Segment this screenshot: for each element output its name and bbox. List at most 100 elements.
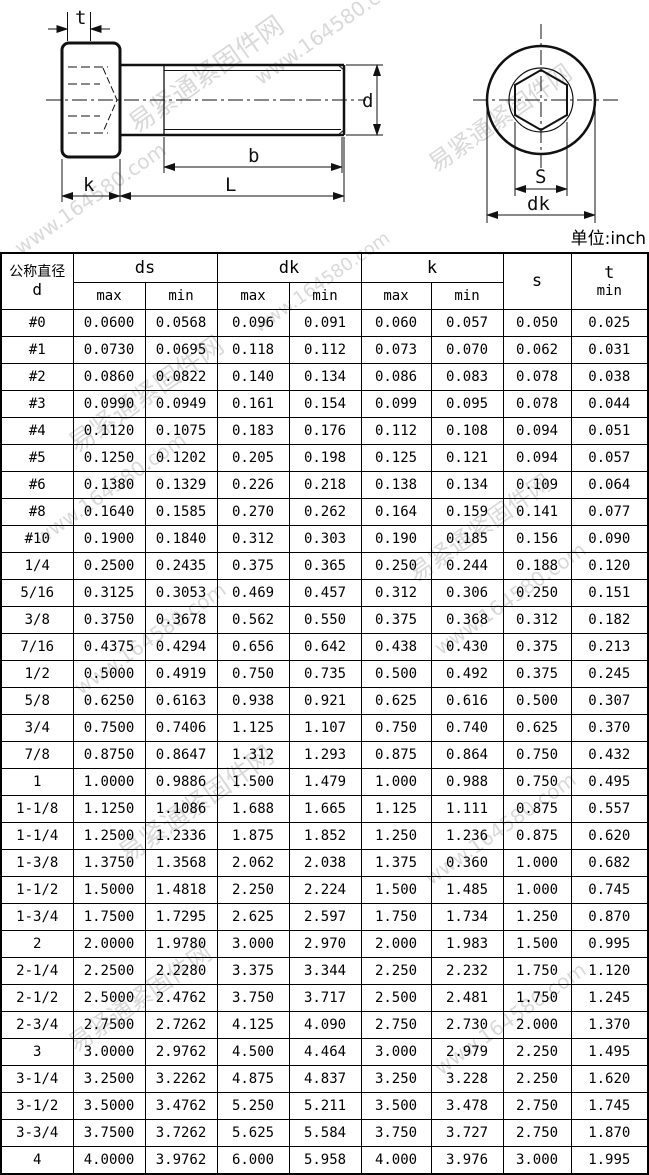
cell-value: 0.134 — [430, 470, 504, 499]
cell-value: 0.1120 — [72, 416, 146, 445]
cell-value: 1.1250 — [72, 794, 146, 823]
cell-diameter: 3/8 — [0, 605, 74, 634]
cell-value: 0.094 — [502, 416, 572, 445]
cell-value: 2.5000 — [72, 983, 146, 1012]
cell-value: 0.750 — [502, 767, 572, 796]
cell-value: 0.205 — [216, 443, 290, 472]
header-ds-max: max — [72, 281, 146, 310]
cell-value: 2.500 — [360, 983, 432, 1012]
cell-value: 1.375 — [360, 848, 432, 877]
cell-diameter: 2 — [0, 929, 74, 958]
cell-value: 4.0000 — [72, 1145, 146, 1174]
cell-value: 0.625 — [360, 686, 432, 715]
table-row: 2-1/2 2.5000 2.4762 3.750 3.717 2.500 2.481 1.7… — [0, 983, 649, 1012]
dimension-label-b: b — [248, 145, 259, 167]
cell-value: 2.750 — [502, 1118, 572, 1147]
cell-value: 0.750 — [216, 659, 290, 688]
table-row: #4 0.1120 0.1075 0.183 0.176 0.112 0.108 0.094 0… — [0, 416, 649, 445]
cell-value: 1.688 — [216, 794, 290, 823]
cell-value: 1.734 — [430, 902, 504, 931]
table-row: #1 0.0730 0.0695 0.118 0.112 0.073 0.070 0.062 0… — [0, 335, 649, 364]
table-row: 7/8 0.8750 0.8647 1.312 1.293 0.875 0.864 0.750… — [0, 740, 649, 769]
cell-diameter: #1 — [0, 335, 74, 364]
cell-diameter: 1-1/8 — [0, 794, 74, 823]
dimension-label-L: L — [225, 174, 236, 196]
cell-value: 1.370 — [570, 1010, 649, 1039]
cell-value: 0.156 — [502, 524, 572, 553]
cell-value: 0.0600 — [72, 308, 146, 337]
cell-value: 0.430 — [430, 632, 504, 661]
cell-value: 1.000 — [502, 848, 572, 877]
cell-value: 0.469 — [216, 578, 290, 607]
cell-value: 0.250 — [502, 578, 572, 607]
cell-value: 0.151 — [570, 578, 649, 607]
cell-value: 0.656 — [216, 632, 290, 661]
cell-value: 0.921 — [288, 686, 362, 715]
cell-value: 0.750 — [502, 740, 572, 769]
cell-value: 0.091 — [288, 308, 362, 337]
cell-value: 2.730 — [430, 1010, 504, 1039]
cell-value: 0.0568 — [144, 308, 218, 337]
cell-diameter: #8 — [0, 497, 74, 526]
cell-value: 0.1250 — [72, 443, 146, 472]
cell-value: 0.745 — [570, 875, 649, 904]
cell-value: 0.226 — [216, 470, 290, 499]
screw-end-view — [473, 24, 622, 168]
cell-diameter: 1/2 — [0, 659, 74, 688]
cell-diameter: 3/4 — [0, 713, 74, 742]
cell-value: 0.0822 — [144, 362, 218, 391]
cell-value: 1.7500 — [72, 902, 146, 931]
cell-diameter: #5 — [0, 443, 74, 472]
cell-value: 3.2500 — [72, 1064, 146, 1093]
table-row: #8 0.1640 0.1585 0.270 0.262 0.164 0.159 0.141 0… — [0, 497, 649, 526]
table-row: 5/8 0.6250 0.6163 0.938 0.921 0.625 0.616 0.500… — [0, 686, 649, 715]
cell-value: 3.375 — [216, 956, 290, 985]
cell-value: 0.864 — [430, 740, 504, 769]
table-row: 1-1/8 1.1250 1.1086 1.688 1.665 1.125 1.111 0.8… — [0, 794, 649, 823]
header-t: t min — [570, 252, 649, 310]
cell-value: 1.236 — [430, 821, 504, 850]
table-row: 1/2 0.5000 0.4919 0.750 0.735 0.500 0.492 0.375… — [0, 659, 649, 688]
cell-value: 1.870 — [570, 1118, 649, 1147]
cell-value: 3.250 — [360, 1064, 432, 1093]
cell-value: 0.154 — [288, 389, 362, 418]
cell-value: 4.837 — [288, 1064, 362, 1093]
cell-value: 0.134 — [288, 362, 362, 391]
cell-value: 2.000 — [502, 1010, 572, 1039]
cell-value: 0.090 — [570, 524, 649, 553]
cell-value: 0.112 — [360, 416, 432, 445]
cell-value: 0.375 — [360, 605, 432, 634]
cell-diameter: #4 — [0, 416, 74, 445]
cell-diameter: #3 — [0, 389, 74, 418]
cell-value: 1.111 — [430, 794, 504, 823]
header-k: k — [360, 252, 504, 283]
cell-diameter: 1 — [0, 767, 74, 796]
cell-value: 6.000 — [216, 1145, 290, 1174]
cell-value: 0.500 — [360, 659, 432, 688]
cell-value: 3.000 — [216, 929, 290, 958]
cell-value: 1.125 — [216, 713, 290, 742]
cell-value: 0.870 — [570, 902, 649, 931]
cell-value: 0.875 — [360, 740, 432, 769]
cell-value: 0.457 — [288, 578, 362, 607]
cell-value: 1.250 — [360, 821, 432, 850]
cell-value: 2.9762 — [144, 1037, 218, 1066]
cell-value: 0.025 — [570, 308, 649, 337]
cell-value: 2.625 — [216, 902, 290, 931]
header-k-max: max — [360, 281, 432, 310]
cell-value: 1.852 — [288, 821, 362, 850]
cell-value: 0.625 — [502, 713, 572, 742]
cell-value: 0.159 — [430, 497, 504, 526]
cell-diameter: 1-3/8 — [0, 848, 74, 877]
cell-value: 1.875 — [216, 821, 290, 850]
cell-value: 0.7406 — [144, 713, 218, 742]
cell-value: 1.000 — [502, 875, 572, 904]
table-row: 3-3/4 3.7500 3.7262 5.625 5.584 3.750 3.727 2.7… — [0, 1118, 649, 1147]
cell-value: 3.9762 — [144, 1145, 218, 1174]
header-dk: dk — [216, 252, 362, 283]
screw-side-view — [46, 41, 366, 159]
cell-value: 0.550 — [288, 605, 362, 634]
cell-value: 2.970 — [288, 929, 362, 958]
cell-value: 0.307 — [570, 686, 649, 715]
cell-value: 1.485 — [430, 875, 504, 904]
